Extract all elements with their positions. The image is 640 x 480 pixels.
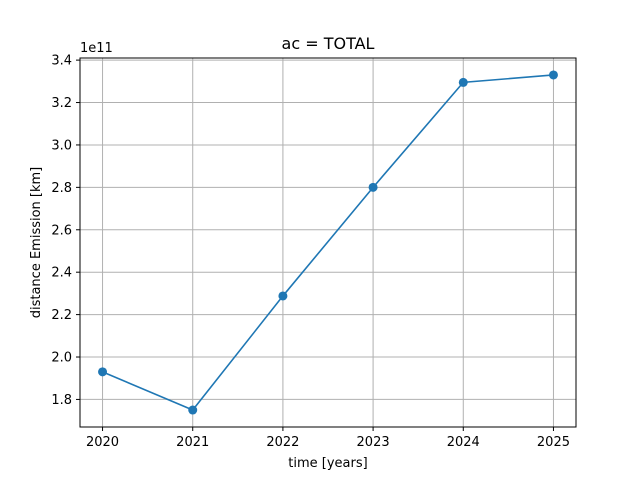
y-axis-offset-label: 1e11 (80, 41, 113, 56)
data-point (98, 367, 108, 377)
grid (80, 58, 576, 427)
data-point (278, 291, 288, 301)
y-axis-label: distance Emission [km] (29, 167, 44, 319)
plot-frame (79, 57, 577, 428)
data-point (368, 182, 378, 192)
y-axis-ticks: 1.8 2.0 2.2 2.4 2.6 2.8 3.0 3.2 3.4 (51, 54, 80, 408)
y-tick-label: 2.8 (51, 181, 72, 196)
x-tick-label: 2023 (357, 435, 390, 450)
x-tick-label: 2020 (86, 435, 119, 450)
chart-title: ac = TOTAL (282, 34, 375, 53)
x-axis-label: time [years] (288, 456, 367, 471)
series-line (102, 74, 554, 412)
x-tick-label: 2024 (447, 435, 480, 450)
y-tick-label: 3.4 (51, 54, 72, 69)
y-tick-label: 2.4 (51, 266, 72, 281)
y-tick-label: 2.6 (51, 223, 72, 238)
x-tick-label: 2021 (176, 435, 209, 450)
data-point (458, 77, 468, 87)
y-tick-label: 2.0 (51, 351, 72, 366)
data-point (548, 70, 558, 80)
y-tick-label: 2.2 (51, 308, 72, 323)
y-tick-label: 1.8 (51, 393, 72, 408)
y-tick-label: 3.0 (51, 138, 72, 153)
data-point (188, 405, 198, 415)
x-axis-ticks: 2020 2021 2022 2023 2024 2025 (86, 427, 570, 450)
y-tick-label: 3.2 (51, 96, 72, 111)
x-tick-label: 2025 (537, 435, 570, 450)
series (98, 70, 558, 415)
x-tick-label: 2022 (266, 435, 299, 450)
